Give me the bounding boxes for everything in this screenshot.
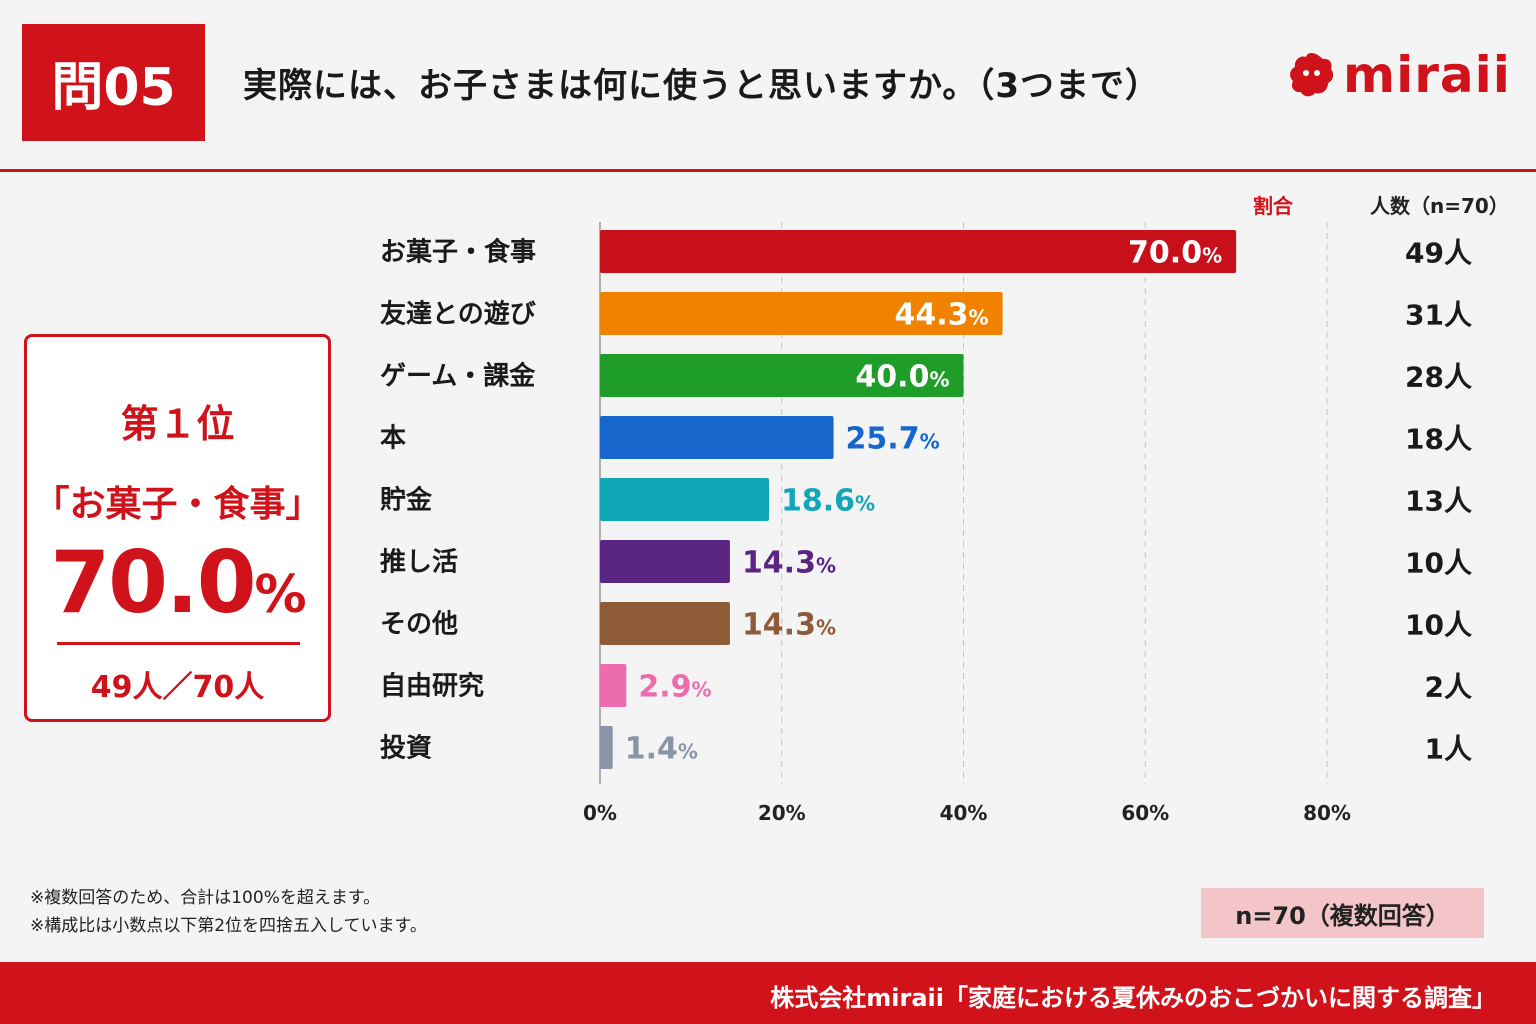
- highlight-count: 49人／70人: [90, 670, 265, 705]
- respondent-count: 13人: [1405, 485, 1472, 518]
- question-title: 実際には、お子さまは何に使うと思いますか。（3つまで）: [243, 66, 1160, 106]
- miraii-logo: miraii: [1287, 46, 1511, 104]
- category-label: お菓子・食事: [380, 237, 536, 268]
- highlight-rank: 第１位: [120, 402, 235, 446]
- x-tick-label: 0%: [583, 801, 617, 825]
- value-label: 14.3%: [742, 608, 836, 643]
- category-label: 本: [380, 424, 406, 454]
- bar: [600, 540, 730, 583]
- logo-mascot-icon: [1290, 53, 1334, 97]
- category-label: 自由研究: [380, 671, 484, 702]
- x-tick-label: 80%: [1303, 801, 1351, 825]
- category-label: 推し活: [380, 548, 458, 578]
- header-divider: [0, 169, 1536, 172]
- bar: [600, 292, 1003, 335]
- top-answer-highlight: 第１位 「お菓子・食事」 70.0% 49人／70人: [24, 334, 331, 722]
- value-unit: %: [1202, 244, 1222, 268]
- bar: [600, 602, 730, 645]
- value-unit: %: [855, 492, 875, 516]
- x-tick-label: 40%: [940, 801, 988, 825]
- respondent-count: 10人: [1405, 547, 1472, 580]
- bar: [600, 230, 1237, 273]
- category-label: 友達との遊び: [380, 299, 536, 330]
- respondent-count: 2人: [1425, 671, 1472, 704]
- value-label: 18.6%: [781, 484, 875, 519]
- footnote: ※複数回答のため、合計は100%を超えます。: [30, 888, 381, 908]
- question-number-badge: 問05: [22, 24, 205, 141]
- respondent-count: 49人: [1405, 237, 1472, 270]
- footer-bar: 株式会社miraii「家庭における夏休みのおこづかいに関する調査」: [0, 962, 1536, 1024]
- category-label: ゲーム・課金: [380, 361, 536, 392]
- x-tick-label: 60%: [1121, 801, 1169, 825]
- ratio-column-header: 割合: [1253, 194, 1293, 218]
- respondent-count: 18人: [1405, 423, 1472, 456]
- category-label: 貯金: [380, 485, 433, 516]
- respondent-count: 31人: [1405, 299, 1472, 332]
- value-label: 25.7%: [846, 422, 940, 457]
- logo-wordmark: miraii: [1343, 46, 1511, 104]
- value-label: 14.3%: [742, 546, 836, 581]
- highlight-divider: [57, 642, 300, 645]
- highlight-item: 「お菓子・食事」: [33, 484, 322, 525]
- footer-source: 株式会社miraii「家庭における夏休みのおこづかいに関する調査」: [770, 984, 1496, 1012]
- bar: [600, 726, 613, 769]
- respondent-count: 28人: [1405, 361, 1472, 394]
- category-label: 投資: [380, 734, 432, 764]
- value-unit: %: [678, 740, 698, 764]
- footnote: ※構成比は小数点以下第2位を四捨五入しています。: [30, 916, 427, 936]
- count-column-header: 人数（n=70）: [1370, 194, 1509, 218]
- value-unit: %: [816, 616, 836, 640]
- bar: [600, 664, 627, 707]
- value-unit: %: [920, 430, 940, 454]
- value-unit: %: [969, 306, 989, 330]
- value-unit: %: [816, 554, 836, 578]
- sample-size-badge: n=70（複数回答）: [1201, 888, 1484, 938]
- value-unit: %: [692, 678, 712, 702]
- category-label: その他: [380, 610, 458, 640]
- x-tick-label: 20%: [758, 801, 806, 825]
- respondent-count: 1人: [1425, 733, 1472, 766]
- bar: [600, 354, 964, 397]
- value-label: 1.4%: [625, 732, 698, 767]
- highlight-value: 70.0%: [50, 533, 306, 633]
- bar: [600, 478, 770, 521]
- respondent-count: 10人: [1405, 609, 1472, 642]
- bar: [600, 416, 834, 459]
- footnotes: ※複数回答のため、合計は100%を超えます。 ※構成比は小数点以下第2位を四捨五…: [30, 884, 427, 940]
- value-label: 2.9%: [638, 670, 711, 705]
- value-unit: %: [929, 368, 949, 392]
